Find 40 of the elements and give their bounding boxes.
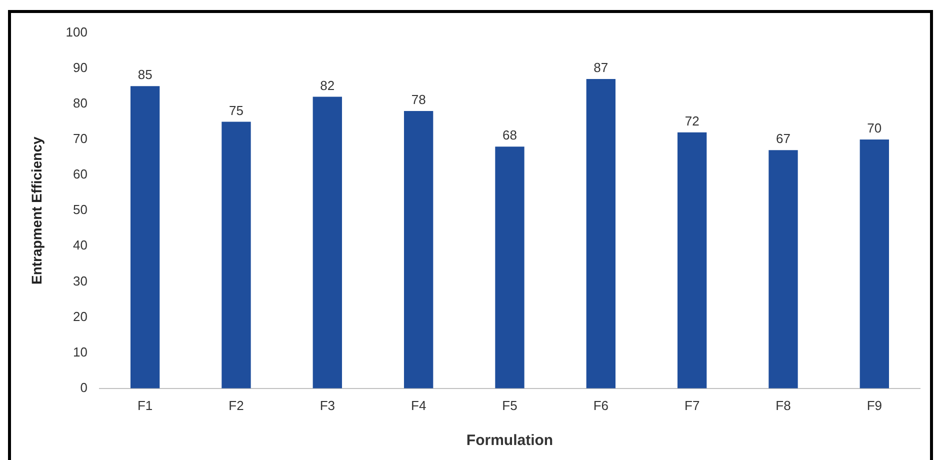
bar [312, 96, 342, 388]
y-tick-label: 100 [66, 24, 88, 40]
bar [495, 146, 524, 388]
bar [222, 122, 251, 388]
x-tick-label: F2 [228, 398, 244, 413]
y-axis-title: Entrapment Efficiency [28, 136, 44, 285]
x-tick-label: F4 [410, 398, 426, 413]
y-tick-label: 30 [73, 273, 88, 288]
data-label: 78 [411, 92, 426, 108]
x-tick-label: F8 [776, 398, 791, 413]
bar [404, 111, 434, 388]
data-label: 67 [776, 131, 790, 146]
data-label: 75 [229, 102, 244, 118]
y-tick-label: 60 [73, 166, 88, 182]
data-label: 85 [138, 67, 152, 82]
y-tick-label: 80 [73, 96, 88, 110]
data-label: 72 [684, 113, 700, 128]
y-tick-label: 20 [73, 308, 88, 324]
y-tick-label: 50 [73, 202, 88, 218]
data-label: 82 [320, 78, 335, 93]
data-label: 68 [502, 128, 517, 143]
bar [586, 79, 616, 388]
y-tick-label: 40 [73, 238, 88, 253]
x-tick-label: F9 [866, 398, 882, 413]
bar [677, 132, 707, 388]
x-tick-label: F7 [684, 398, 700, 413]
x-tick-label: F5 [502, 398, 518, 413]
x-tick-label: F1 [137, 398, 153, 413]
y-tick-label: 0 [80, 380, 88, 395]
x-axis-title: Formulation [466, 432, 554, 450]
data-label: 70 [867, 120, 882, 136]
x-tick-label: F6 [593, 398, 608, 413]
bar [130, 86, 160, 388]
bar [860, 139, 890, 388]
bar [768, 150, 798, 388]
y-tick-label: 70 [73, 131, 88, 146]
y-tick-label: 10 [73, 344, 88, 360]
y-tick-label: 90 [73, 60, 88, 75]
x-tick-label: F3 [320, 398, 335, 413]
data-label: 87 [594, 60, 608, 76]
